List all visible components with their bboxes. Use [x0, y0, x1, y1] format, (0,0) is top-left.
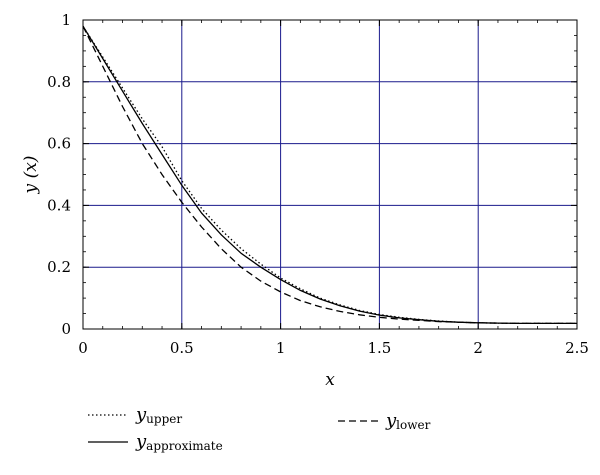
- legend-label-lower: ylower: [385, 410, 431, 432]
- y-tick-label: 0.2: [47, 258, 71, 276]
- series-lines: [82, 25, 577, 325]
- x-axis-label: x: [325, 370, 335, 390]
- plot-frame: [82, 19, 578, 330]
- series-line-upper: [82, 25, 577, 325]
- y-tick-label: 0.8: [47, 73, 71, 91]
- y-tick-label: 0: [61, 320, 71, 338]
- legend-label-subscript: approximate: [146, 439, 223, 453]
- x-tick-label: 0: [78, 339, 88, 357]
- tick-marks: [82, 19, 578, 330]
- x-tick-labels: 0 0.5 1 1.5 2 2.5: [78, 339, 589, 357]
- legend-label-main: y: [385, 410, 397, 431]
- legend-label-main: y: [135, 404, 147, 425]
- x-tick-label: 2: [473, 339, 483, 357]
- x-tick-label: 1: [276, 339, 286, 357]
- y-tick-label: 0.6: [47, 135, 71, 153]
- x-tick-label: 1.5: [367, 339, 391, 357]
- y-tick-label: 1: [61, 11, 71, 29]
- legend-label-approximate: yapproximate: [135, 431, 223, 453]
- legend-label-subscript: upper: [146, 412, 182, 426]
- legend-label-upper: yupper: [135, 404, 182, 426]
- x-tick-label: 0.5: [170, 339, 194, 357]
- x-tick-label: 2.5: [565, 339, 589, 357]
- series-line-approximate: [82, 25, 577, 325]
- legend-label-subscript: lower: [396, 418, 430, 432]
- legend-label-main: y: [135, 431, 147, 452]
- series-line-lower: [82, 25, 577, 325]
- y-tick-labels: 0 0.2 0.4 0.6 0.8 1: [47, 11, 71, 338]
- y-axis-label: y (x): [21, 156, 41, 195]
- grid-lines: [83, 20, 577, 329]
- y-tick-label: 0.4: [47, 196, 71, 214]
